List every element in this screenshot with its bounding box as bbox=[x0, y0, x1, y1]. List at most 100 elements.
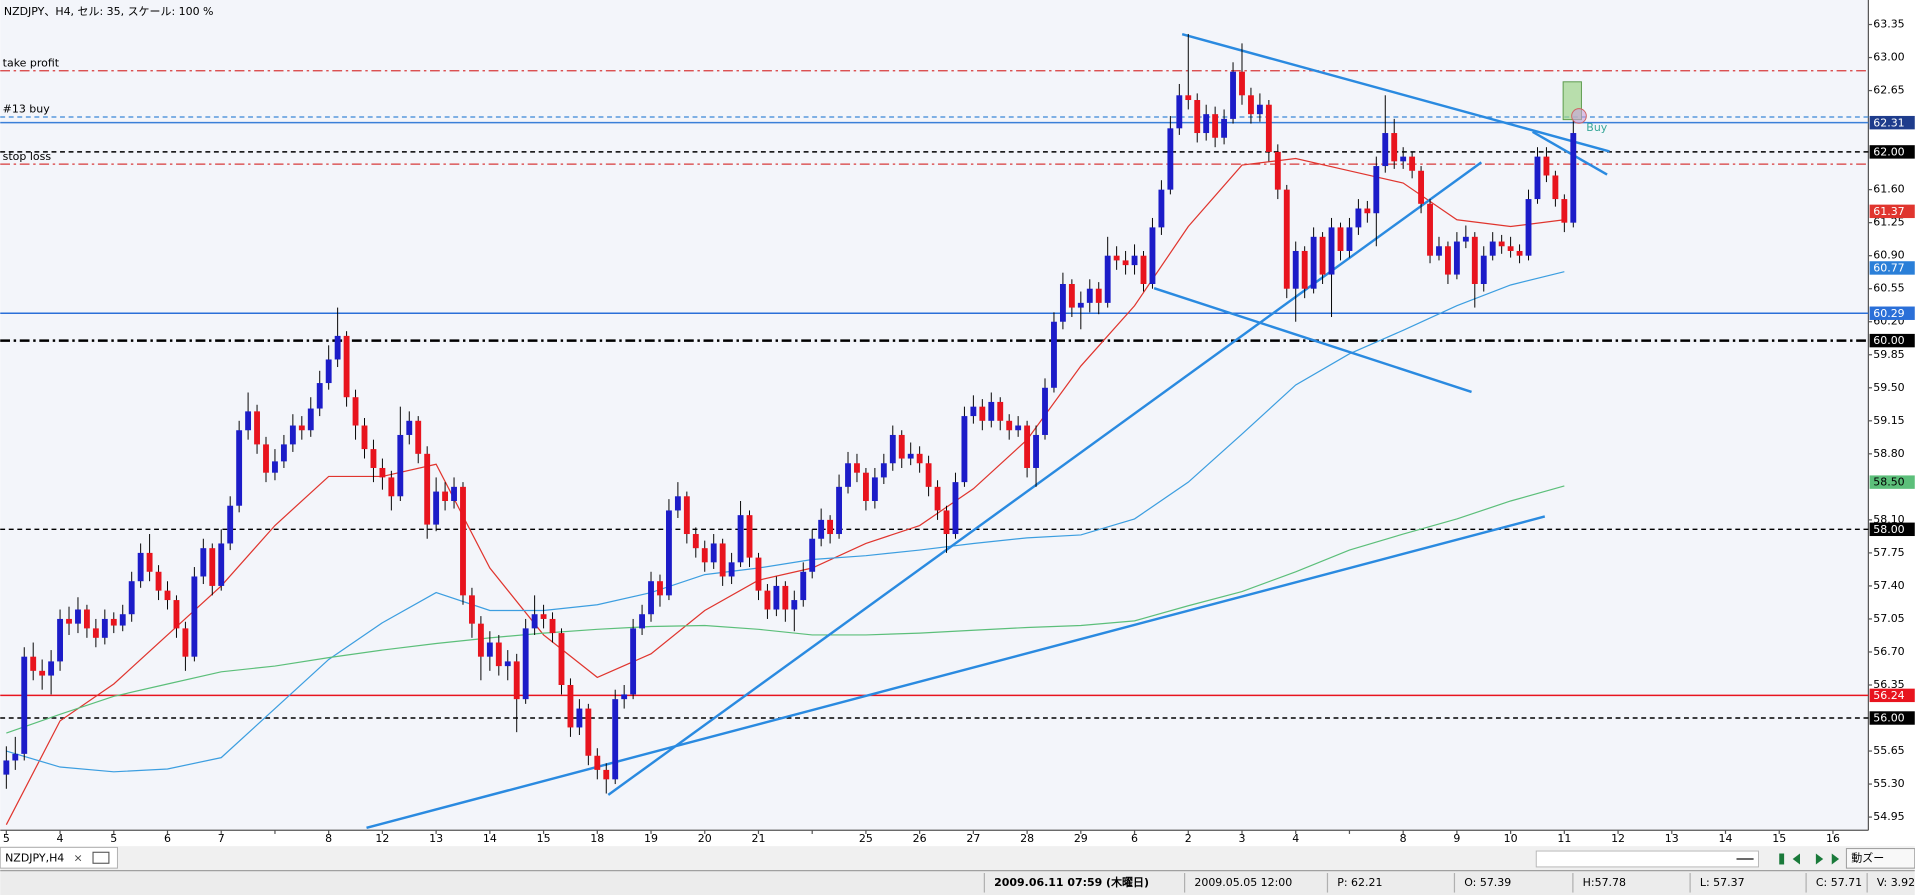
status-field: 2009.06.11 07:59 (木曜日) bbox=[994, 875, 1149, 889]
candle-body bbox=[289, 425, 296, 445]
candle-body bbox=[576, 708, 583, 728]
zoom-button-label[interactable]: 動ズー bbox=[1851, 850, 1884, 864]
y-tick-label: 54.95 bbox=[1873, 810, 1904, 823]
candle-body bbox=[692, 534, 699, 549]
tab-close[interactable]: × bbox=[73, 851, 82, 864]
candle-body bbox=[343, 335, 350, 398]
status-field: L: 57.37 bbox=[1700, 876, 1745, 889]
candle-body bbox=[182, 628, 189, 657]
status-field: H:57.78 bbox=[1583, 876, 1626, 889]
status-bar bbox=[0, 870, 1915, 895]
candle-body bbox=[388, 477, 395, 497]
x-tick-label: 4 bbox=[57, 832, 64, 845]
candle-body bbox=[155, 571, 162, 591]
candle-body bbox=[1140, 255, 1147, 284]
y-tick-label: 63.35 bbox=[1873, 18, 1904, 31]
candle-body bbox=[21, 656, 28, 754]
candle-body bbox=[862, 472, 869, 502]
tab-label[interactable]: NZDJPY,H4 bbox=[5, 851, 64, 864]
candle-body bbox=[1239, 71, 1245, 96]
candle-body bbox=[1570, 133, 1577, 223]
candle-body bbox=[1418, 170, 1425, 204]
candle-body bbox=[1051, 321, 1057, 388]
nav-prev[interactable] bbox=[1792, 853, 1800, 865]
x-tick-label: 19 bbox=[644, 832, 658, 845]
candle-body bbox=[254, 411, 260, 445]
candle-body bbox=[406, 420, 413, 435]
candle-body bbox=[666, 510, 672, 596]
candle-body bbox=[737, 515, 744, 563]
y-tick-label: 61.25 bbox=[1873, 216, 1904, 229]
candle-body bbox=[809, 538, 816, 572]
scrollbar[interactable] bbox=[1535, 850, 1759, 868]
price-marker bbox=[1869, 522, 1915, 537]
candle-body bbox=[451, 486, 457, 502]
y-tick-label: 57.05 bbox=[1873, 612, 1904, 625]
candle-body bbox=[433, 491, 440, 525]
candle-body bbox=[513, 661, 520, 700]
candle-body bbox=[39, 670, 46, 676]
candle-body bbox=[594, 755, 601, 770]
status-layer: 2009.06.11 07:59 (木曜日) 2009.05.05 12:00 P:… bbox=[983, 873, 1915, 893]
levels-layer: take profit #13 buy stop loss bbox=[0, 56, 1869, 719]
nav-last[interactable] bbox=[1831, 853, 1840, 865]
candle-body bbox=[164, 590, 171, 601]
price-marker bbox=[1869, 306, 1915, 320]
candle-body bbox=[621, 694, 628, 700]
x-tick-label: 14 bbox=[1719, 832, 1733, 845]
candle-body bbox=[1149, 227, 1156, 284]
nav-next[interactable] bbox=[1815, 853, 1824, 865]
x-tick-label: 4 bbox=[1292, 832, 1299, 845]
candle-body bbox=[1337, 227, 1344, 251]
chart-title: NZDJPY、H4, セル: 35, スケール: 100 % bbox=[4, 5, 214, 18]
candle-body bbox=[370, 449, 377, 468]
candle-body bbox=[1274, 151, 1281, 190]
x-tick-label: 5 bbox=[110, 832, 117, 845]
candle-body bbox=[1561, 199, 1568, 223]
tab-icon[interactable] bbox=[92, 851, 110, 864]
candles-layer bbox=[3, 33, 1577, 794]
candle-body bbox=[764, 590, 771, 610]
candle-body bbox=[66, 618, 72, 624]
candle-body bbox=[280, 444, 287, 462]
y-tick-label: 56.70 bbox=[1873, 645, 1904, 658]
candle-body bbox=[1024, 425, 1031, 468]
y-tick-label: 57.40 bbox=[1873, 579, 1904, 592]
candle-body bbox=[845, 463, 851, 487]
candle-body bbox=[1167, 128, 1174, 190]
trendline bbox=[1181, 33, 1610, 153]
y-tick-label: 62.65 bbox=[1873, 84, 1904, 97]
candle-body bbox=[961, 416, 968, 483]
candle-body bbox=[83, 609, 90, 629]
candle-body bbox=[460, 486, 466, 596]
candle-body bbox=[943, 510, 950, 535]
candle-body bbox=[782, 585, 789, 610]
candle-body bbox=[119, 614, 126, 626]
candle-body bbox=[1391, 133, 1398, 162]
chart-tab[interactable] bbox=[0, 846, 118, 869]
candle-body bbox=[1086, 288, 1093, 303]
candle-body bbox=[361, 425, 368, 450]
candle-body bbox=[1445, 246, 1451, 275]
candle-body bbox=[1059, 283, 1066, 322]
candle-body bbox=[1006, 420, 1013, 431]
trendline bbox=[366, 515, 1546, 830]
nav-first[interactable] bbox=[1779, 853, 1785, 865]
candle-body bbox=[1104, 255, 1111, 303]
candle-body bbox=[1489, 241, 1496, 256]
x-tick-label: 25 bbox=[859, 832, 873, 845]
price-marker bbox=[1869, 688, 1915, 703]
candle-body bbox=[1230, 71, 1236, 119]
trade-level-label: #13 buy bbox=[3, 103, 51, 116]
candle-body bbox=[218, 543, 225, 586]
y-tick-label: 56.35 bbox=[1873, 678, 1904, 691]
price-marker bbox=[1869, 261, 1915, 275]
candle-body bbox=[1310, 236, 1317, 289]
candle-body bbox=[1471, 236, 1478, 284]
price-marker-label: 58.50 bbox=[1873, 476, 1904, 489]
y-tick-label: 59.85 bbox=[1873, 348, 1904, 361]
buy-marker bbox=[1571, 108, 1587, 124]
candle-body bbox=[397, 434, 404, 497]
